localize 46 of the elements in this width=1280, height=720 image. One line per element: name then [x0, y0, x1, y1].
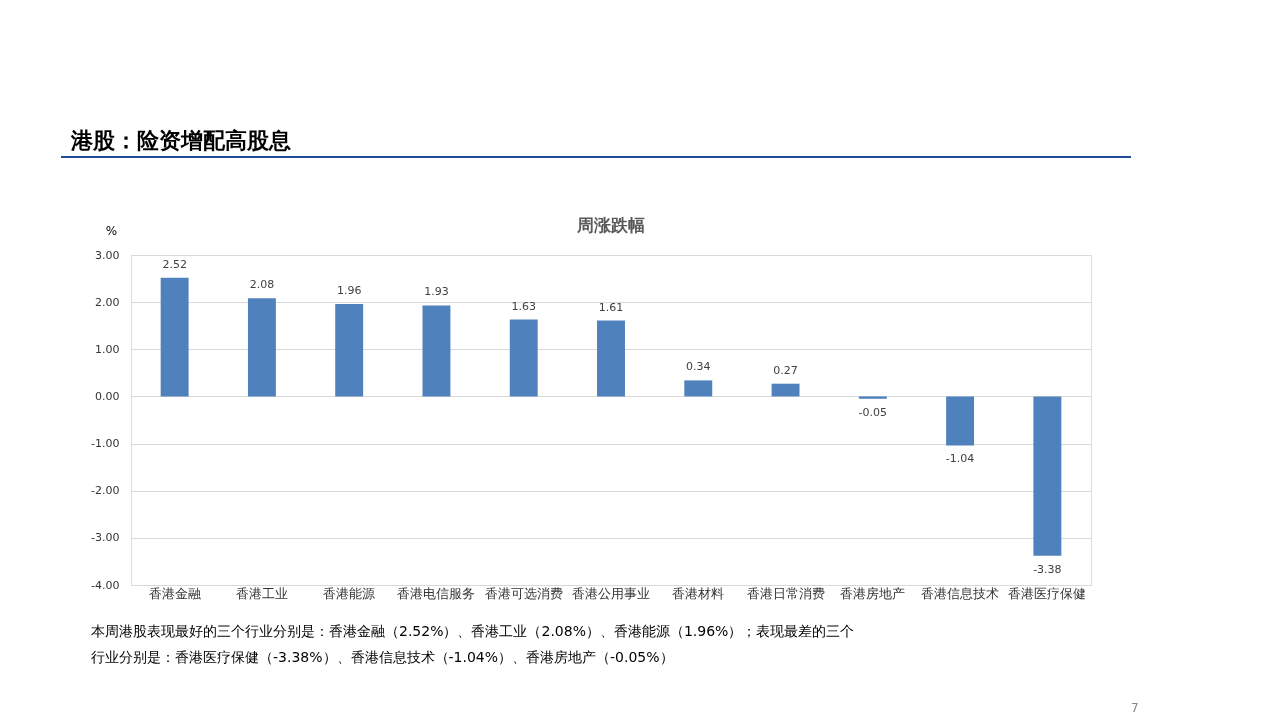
chart-title: 港股：险资增配高股息 — [70, 128, 291, 153]
y-tick-label: 0.00 — [95, 389, 120, 403]
data-label: 0.27 — [773, 363, 798, 377]
bar — [1033, 396, 1062, 556]
data-label: 2.52 — [162, 257, 187, 271]
text: 本周港股表现最好的三个行业分别是：香港金融（2.52%）、香港工业（2.08%）、香港能源（1.96%）；表现最差的三个行业分别是：香港医疗保健（-3.38%）、香港信息技术（-1.04%）、香港房地产（-0.05%） — [91, 623, 855, 665]
x-tick-label: 香港可选消费 — [484, 585, 563, 601]
y-tick-label: 1.00 — [95, 342, 120, 356]
bar — [509, 319, 538, 397]
text: 7 — [1131, 701, 1139, 715]
data-label: 0.34 — [686, 360, 711, 374]
bar — [858, 396, 887, 399]
bar — [422, 305, 451, 397]
y-tick-label: -4.00 — [91, 578, 120, 592]
data-label: -1.04 — [945, 452, 975, 466]
data-label: -0.05 — [858, 405, 888, 419]
x-tick-label: 香港工业 — [235, 585, 288, 601]
x-tick-label: 香港信息技术 — [921, 585, 1000, 601]
x-tick-label: 香港公用事业 — [572, 585, 650, 601]
data-label: -3.38 — [1033, 562, 1062, 576]
x-tick-label: 香港材料 — [672, 585, 725, 601]
y-tick-label: -1.00 — [91, 437, 120, 451]
x-tick-label: 香港金融 — [148, 585, 201, 601]
data-label: 1.63 — [511, 299, 536, 313]
y-tick-label: 3.00 — [95, 248, 120, 262]
y-tick-label: -3.00 — [91, 531, 120, 545]
data-label: 1.96 — [336, 284, 362, 298]
x-tick-label: 香港日常消费 — [746, 585, 825, 601]
x-tick-label: 香港电信服务 — [397, 585, 476, 601]
chart-subtitle: 周涨跌幅 — [576, 215, 645, 235]
y-tick-label: -2.00 — [91, 484, 120, 498]
bar — [247, 298, 276, 397]
bar — [684, 380, 713, 397]
bar — [335, 304, 364, 397]
x-tick-label: 香港能源 — [323, 585, 376, 601]
bar — [771, 383, 800, 397]
x-tick-label: 香港医疗保健 — [1008, 585, 1087, 601]
bar — [597, 320, 625, 397]
y-axis-title: % — [105, 223, 118, 238]
y-tick-label: 2.00 — [95, 295, 120, 309]
bar — [160, 277, 189, 397]
bar — [946, 396, 975, 446]
x-tick-label: 香港房地产 — [840, 585, 906, 601]
data-label: 2.08 — [249, 278, 275, 292]
data-label: 1.93 — [424, 285, 449, 299]
data-label: 1.61 — [598, 300, 624, 314]
